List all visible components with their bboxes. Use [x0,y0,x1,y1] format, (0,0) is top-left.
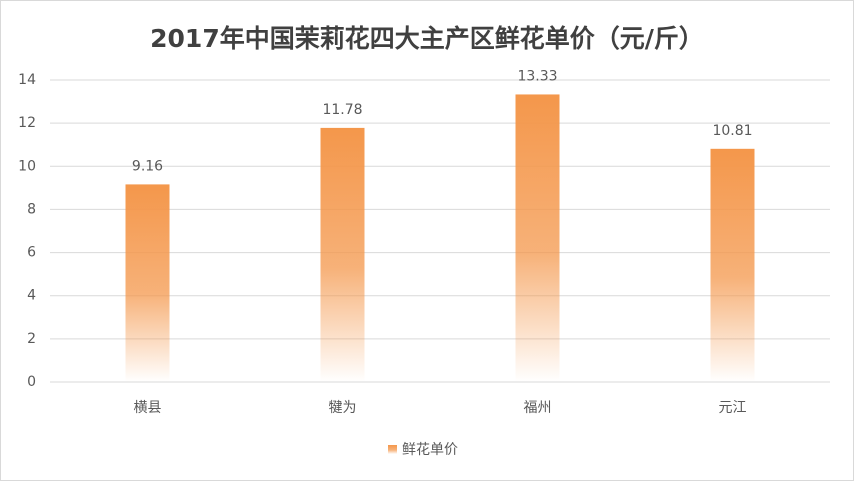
chart-title: 2017年中国茉莉花四大主产区鲜花单价（元/斤） [150,24,704,53]
legend-swatch [388,445,397,454]
y-tick-label: 6 [27,245,36,261]
bar [320,127,365,382]
y-tick-label: 14 [18,72,36,88]
data-label: 9.16 [132,158,163,174]
data-label: 13.33 [517,68,557,84]
bar [125,184,170,382]
legend-label: 鲜花单价 [402,442,458,458]
data-label: 10.81 [712,123,752,139]
data-label: 11.78 [322,102,362,118]
y-tick-label: 4 [27,288,36,304]
y-tick-label: 8 [27,201,36,217]
y-tick-label: 2 [27,331,36,347]
x-tick-label: 福州 [524,400,552,416]
y-tick-label: 10 [18,158,36,174]
x-tick-label: 元江 [719,400,747,416]
bar [515,94,560,383]
x-tick-label: 犍为 [329,400,357,416]
y-tick-label: 12 [18,115,36,131]
bar [710,148,755,382]
y-tick-label: 0 [27,374,36,390]
x-tick-label: 横县 [134,400,162,416]
